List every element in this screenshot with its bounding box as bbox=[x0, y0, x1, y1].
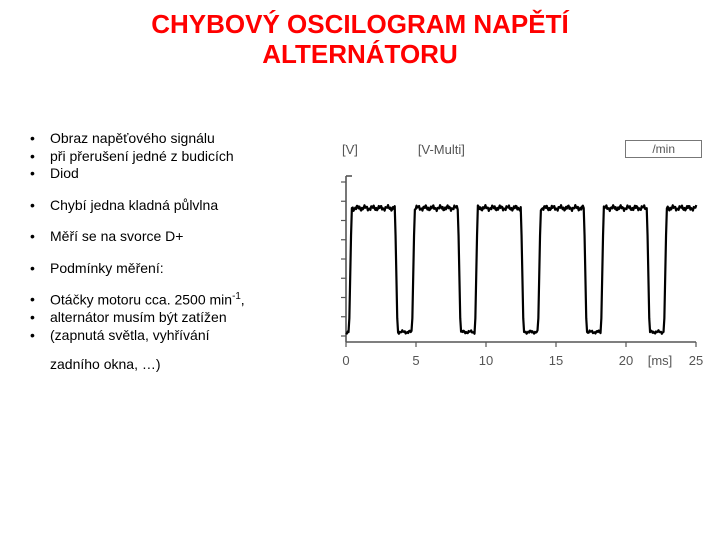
bullet-text: alternátor musím být zatížen bbox=[50, 309, 310, 327]
bullet-marker: • bbox=[30, 228, 50, 246]
list-item: • Diod bbox=[30, 165, 310, 183]
bullet-text-continuation: zadního okna, …) bbox=[50, 356, 310, 374]
x-axis-unit: [ms] bbox=[648, 353, 673, 368]
bullet-marker: • bbox=[30, 260, 50, 278]
list-item: • Podmínky měření: bbox=[30, 260, 310, 278]
bullet-marker: • bbox=[30, 165, 50, 183]
scope-plot-area bbox=[320, 172, 702, 347]
x-axis: 0 5 10 15 20 25 [ms] bbox=[320, 353, 702, 375]
list-item: • Obraz napěťového signálu bbox=[30, 130, 310, 148]
list-item: • Měří se na svorce D+ bbox=[30, 228, 310, 246]
bullet-text-post: , bbox=[241, 292, 245, 308]
x-tick-label: 20 bbox=[619, 353, 633, 368]
bullet-text: Diod bbox=[50, 165, 310, 183]
bullet-text: Otáčky motoru cca. 2500 min-1, bbox=[50, 291, 310, 309]
y-axis-label: [V] bbox=[342, 142, 358, 157]
list-item: • Otáčky motoru cca. 2500 min-1, bbox=[30, 291, 310, 309]
x-tick-label: 0 bbox=[342, 353, 349, 368]
oscilloscope-figure: [V] [V-Multi] /min 0 5 10 15 20 25 [ms] bbox=[320, 138, 702, 375]
bullet-text: při přerušení jedné z budicích bbox=[50, 148, 310, 166]
x-tick-label: 5 bbox=[412, 353, 419, 368]
x-tick-label: 25 bbox=[689, 353, 703, 368]
x-tick-label: 15 bbox=[549, 353, 563, 368]
waveform-svg bbox=[320, 172, 702, 347]
bullet-marker: • bbox=[30, 130, 50, 148]
list-item: • (zapnutá světla, vyhřívání bbox=[30, 327, 310, 345]
list-item: • při přerušení jedné z budicích bbox=[30, 148, 310, 166]
bullet-marker: • bbox=[30, 291, 50, 309]
bullet-list: • Obraz napěťového signálu • při přeruše… bbox=[30, 130, 310, 374]
bullet-text: Obraz napěťového signálu bbox=[50, 130, 310, 148]
bullet-text: Chybí jedna kladná půlvlna bbox=[50, 197, 310, 215]
y-axis-label-2: [V-Multi] bbox=[418, 142, 465, 157]
scope-header: [V] [V-Multi] /min bbox=[320, 138, 702, 160]
bullet-marker: • bbox=[30, 148, 50, 166]
bullet-text: (zapnutá světla, vyhřívání bbox=[50, 327, 310, 345]
bullet-text-sup: -1 bbox=[232, 291, 241, 302]
bullet-marker: • bbox=[30, 309, 50, 327]
bullet-marker: • bbox=[30, 197, 50, 215]
x-tick-label: 10 bbox=[479, 353, 493, 368]
bullet-marker: • bbox=[30, 327, 50, 345]
list-item: • alternátor musím být zatížen bbox=[30, 309, 310, 327]
slide-title: CHYBOVÝ OSCILOGRAM NAPĚTÍ ALTERNÁTORU bbox=[0, 0, 720, 70]
bullet-text: Podmínky měření: bbox=[50, 260, 310, 278]
bullet-text: Měří se na svorce D+ bbox=[50, 228, 310, 246]
bullet-text-pre: Otáčky motoru cca. 2500 min bbox=[50, 292, 232, 308]
scope-legend-box: /min bbox=[625, 140, 702, 158]
list-item: • Chybí jedna kladná půlvlna bbox=[30, 197, 310, 215]
